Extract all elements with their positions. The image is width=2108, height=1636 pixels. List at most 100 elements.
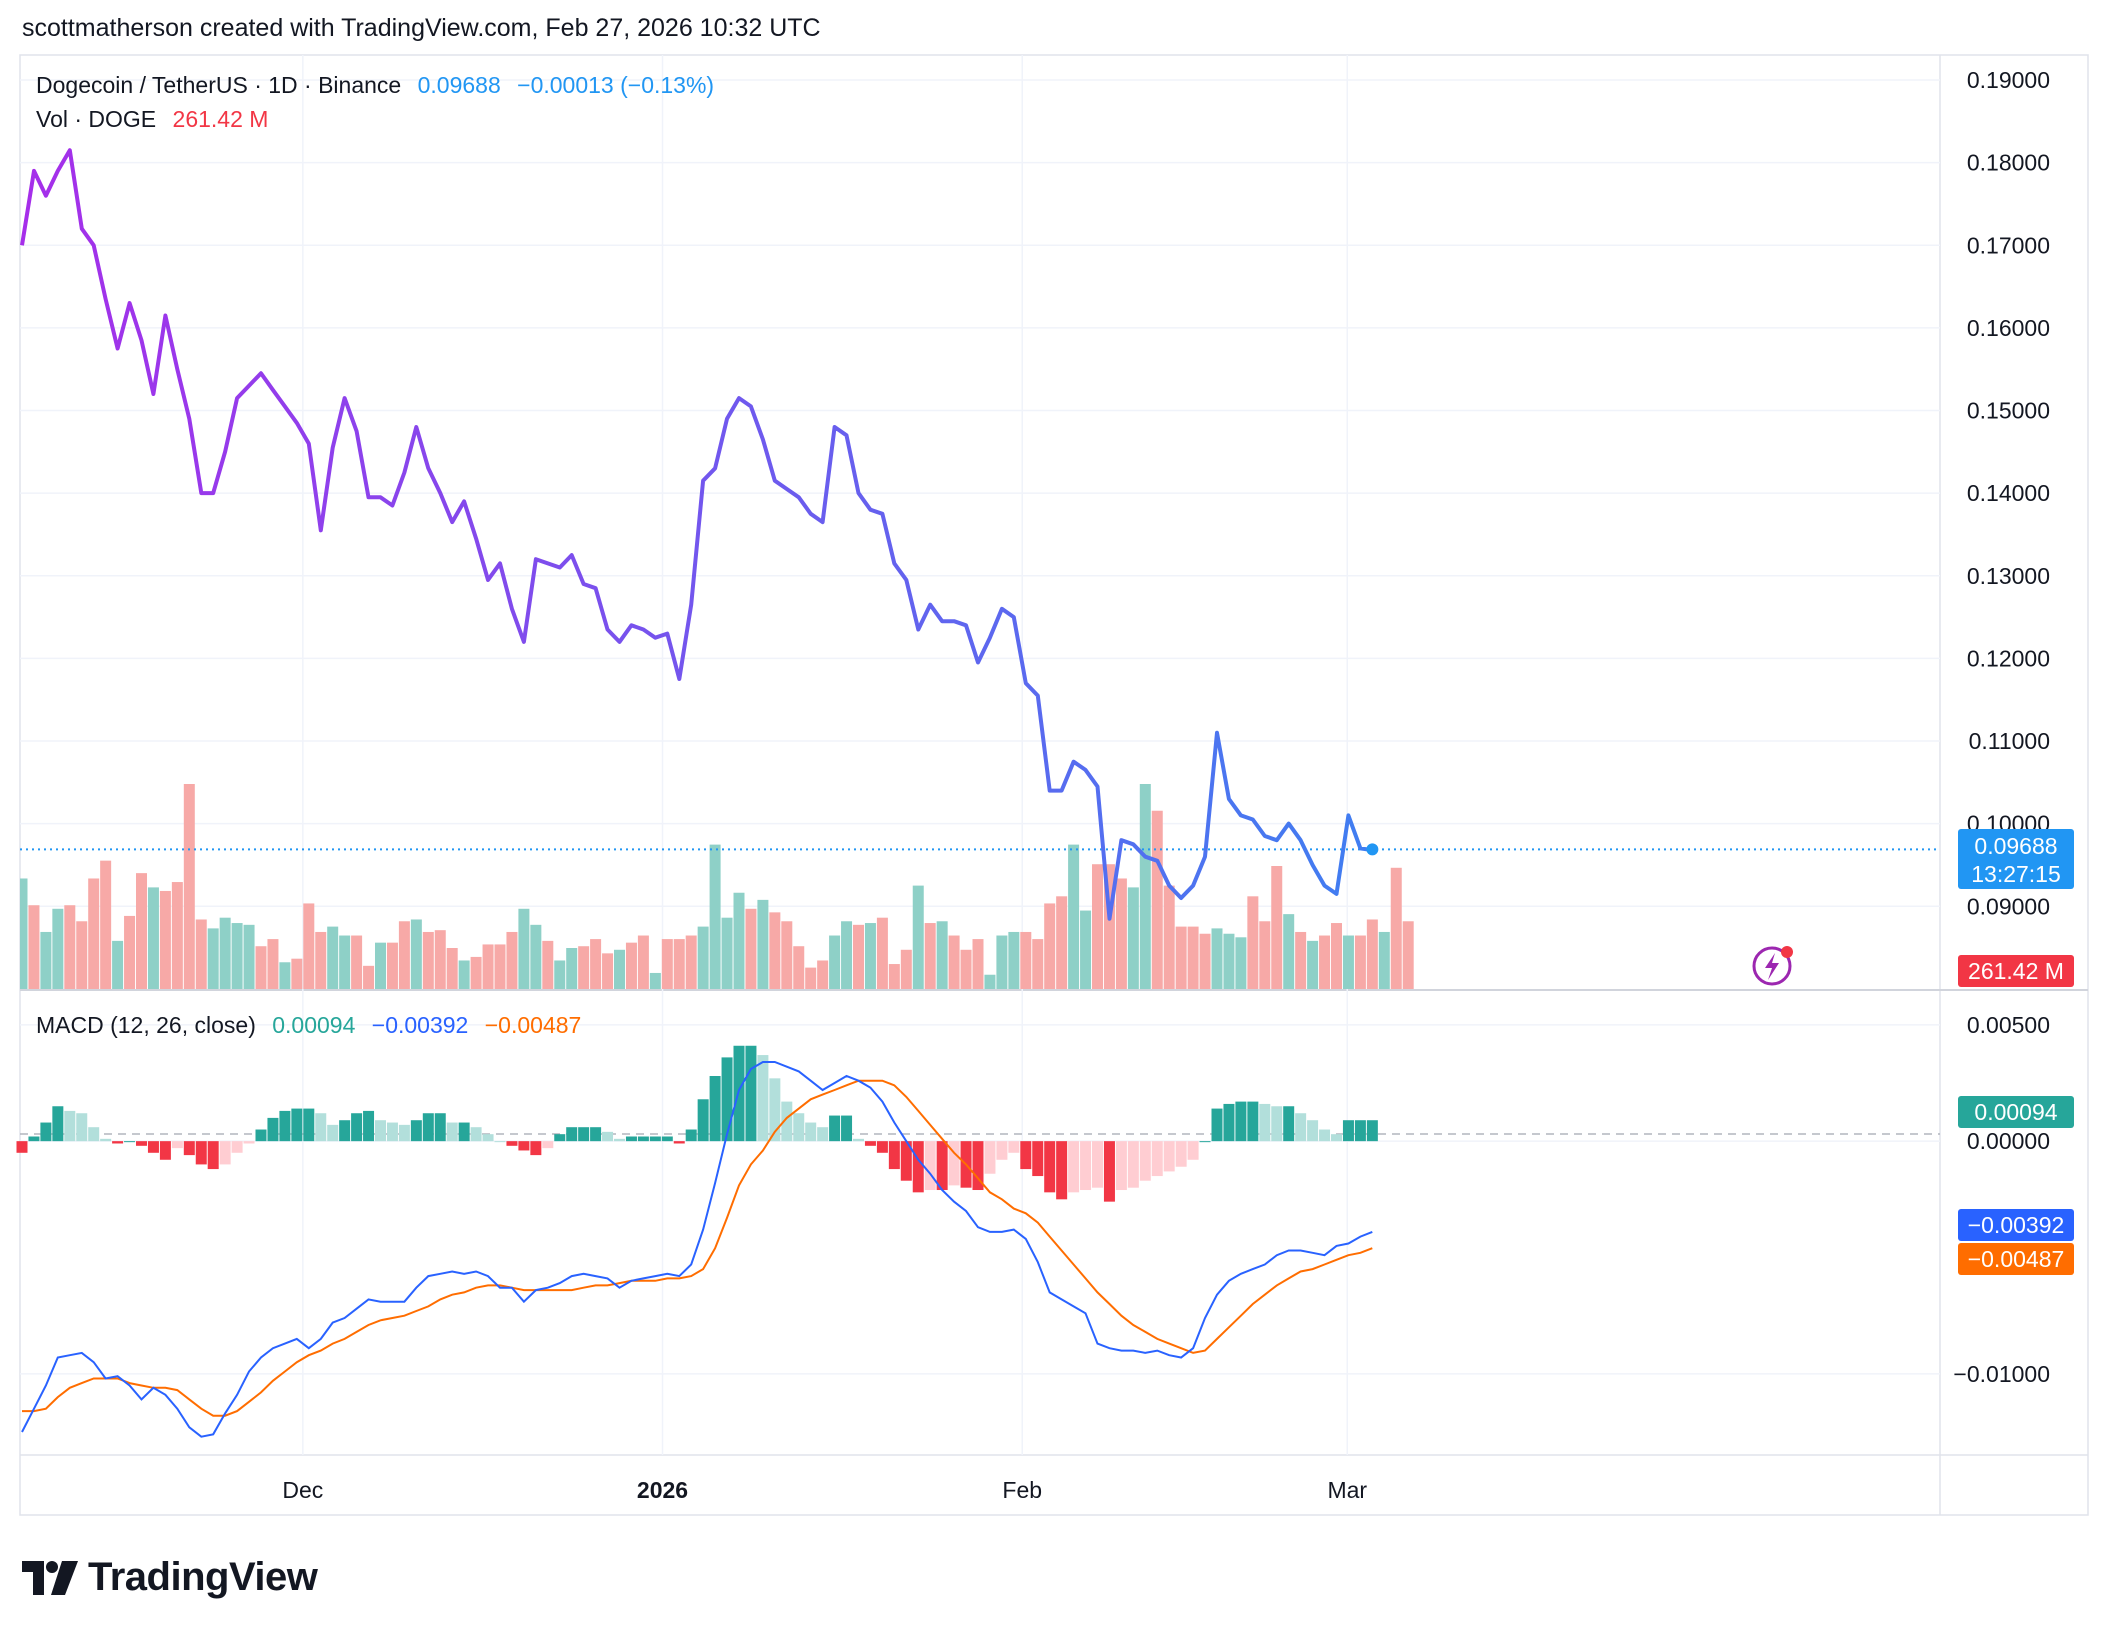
volume-bar — [303, 903, 315, 989]
macd-hist-bar — [183, 1141, 195, 1156]
macd-hist-bar — [243, 1141, 255, 1144]
tradingview-logo-icon — [22, 1560, 78, 1595]
macd-hist-bar — [159, 1141, 171, 1160]
macd-hist-bar — [817, 1127, 829, 1142]
price-tick-label: 0.17000 — [1967, 232, 2050, 258]
volume-bar — [88, 878, 100, 989]
volume-bar — [1056, 896, 1068, 989]
volume-bar — [1378, 931, 1390, 989]
macd-signal-value: −0.00487 — [484, 1012, 582, 1038]
volume-badge: 261.42 M — [1958, 955, 2074, 987]
macd-line — [21, 1061, 1373, 1438]
price-series-line — [20, 148, 1373, 921]
volume-bar — [506, 931, 518, 989]
volume-bar — [614, 949, 625, 989]
volume-bar — [757, 899, 769, 989]
volume-bar — [20, 878, 28, 989]
macd-hist-bar — [315, 1113, 327, 1142]
volume-bar — [147, 887, 159, 989]
macd-hist-bar — [984, 1141, 996, 1174]
volume-bar — [386, 942, 398, 989]
symbol-label[interactable]: Dogecoin / TetherUS · 1D · Binance — [36, 72, 402, 98]
volume-bar — [207, 928, 219, 989]
price-tick-label: 0.16000 — [1967, 315, 2050, 341]
macd-hist-bar — [124, 1141, 136, 1143]
volume-bar — [1032, 939, 1044, 989]
macd-hist-bar — [948, 1141, 960, 1186]
macd-hist-bar — [590, 1127, 602, 1142]
macd-hist-bar — [1175, 1141, 1187, 1167]
volume-bar — [40, 931, 52, 989]
macd-hist-bar — [40, 1122, 52, 1142]
macd-hist-bar — [255, 1129, 267, 1142]
price-tick-label: 0.11000 — [1969, 728, 2050, 754]
macd-hist-bar — [1020, 1141, 1032, 1170]
volume-bar — [518, 908, 530, 989]
volume-bar — [853, 924, 864, 989]
tradingview-logo-text: TradingView — [88, 1555, 318, 1599]
volume-bar — [195, 919, 207, 989]
volume-bar — [231, 923, 243, 989]
volume-bar — [554, 960, 566, 989]
price-tick-label: 0.19000 — [1967, 67, 2050, 93]
macd-hist-bar — [1187, 1141, 1199, 1160]
macd-legend[interactable]: MACD (12, 26, close) 0.00094 −0.00392 −0… — [36, 1012, 591, 1039]
volume-bar — [1271, 866, 1283, 989]
macd-label[interactable]: MACD (12, 26, close) — [36, 1012, 256, 1038]
macd-hist-bar — [853, 1138, 864, 1142]
macd-histogram — [16, 1045, 1378, 1202]
macd-hist-bar — [876, 1141, 888, 1153]
last-price-badge: 0.09688 13:27:15 — [1958, 829, 2074, 889]
macd-hist-bar — [303, 1108, 315, 1142]
last-price-dot — [1366, 843, 1379, 856]
macd-hist-bar — [888, 1141, 900, 1170]
volume-bar — [637, 935, 649, 989]
volume-bar — [1342, 935, 1354, 989]
price-tick-label: 0.15000 — [1967, 398, 2050, 424]
macd-hist-bar — [494, 1141, 506, 1143]
main-legend[interactable]: Dogecoin / TetherUS · 1D · Binance 0.096… — [36, 72, 724, 99]
volume-bar — [864, 923, 876, 989]
volume-bar — [1295, 931, 1307, 989]
macd-tick-label: −0.01000 — [1953, 1361, 2050, 1387]
macd-hist-bar — [506, 1141, 518, 1146]
flash-icon[interactable] — [1752, 946, 1793, 986]
volume-legend[interactable]: Vol · DOGE 261.42 M — [36, 106, 278, 133]
macd-hist-bar — [351, 1113, 363, 1142]
macd-hist-bar — [1127, 1141, 1139, 1188]
macd-hist-bar — [88, 1127, 100, 1142]
macd-hist-bar — [219, 1141, 231, 1165]
macd-hist-bar — [757, 1055, 769, 1142]
macd-hist-bar — [1271, 1106, 1283, 1142]
volume-bar — [136, 873, 147, 989]
volume-bar — [888, 964, 900, 989]
volume-bar — [434, 930, 446, 989]
macd-hist-bar — [530, 1141, 542, 1156]
tradingview-logo[interactable]: TradingView — [22, 1555, 318, 1600]
volume-bar — [841, 921, 853, 989]
time-tick-label: Mar — [1327, 1477, 1367, 1503]
volume-bar — [1307, 940, 1319, 989]
volume-label[interactable]: Vol · DOGE — [36, 106, 157, 132]
volume-bar — [1151, 810, 1163, 989]
macd-hist-bar — [1199, 1141, 1211, 1143]
bar-countdown: 13:27:15 — [1971, 861, 2061, 887]
macd-hist-bar — [912, 1141, 924, 1193]
volume-bar — [1319, 935, 1331, 989]
volume-bar — [1235, 937, 1247, 989]
macd-hist-bar — [291, 1108, 303, 1142]
macd-hist-bar — [697, 1099, 709, 1142]
volume-bar — [661, 939, 673, 989]
volume-bar — [1008, 931, 1020, 989]
volume-bar — [398, 921, 410, 989]
macd-signal-badge: −0.00487 — [1958, 1243, 2074, 1275]
macd-hist-bar — [1080, 1141, 1092, 1191]
macd-hist-bar — [398, 1124, 410, 1142]
volume-bar — [1199, 933, 1211, 989]
macd-hist-bar — [458, 1122, 470, 1142]
macd-hist-bar — [422, 1113, 434, 1142]
macd-hist-bar — [709, 1076, 721, 1142]
volume-bar — [458, 960, 470, 989]
volume-bar — [291, 958, 303, 989]
